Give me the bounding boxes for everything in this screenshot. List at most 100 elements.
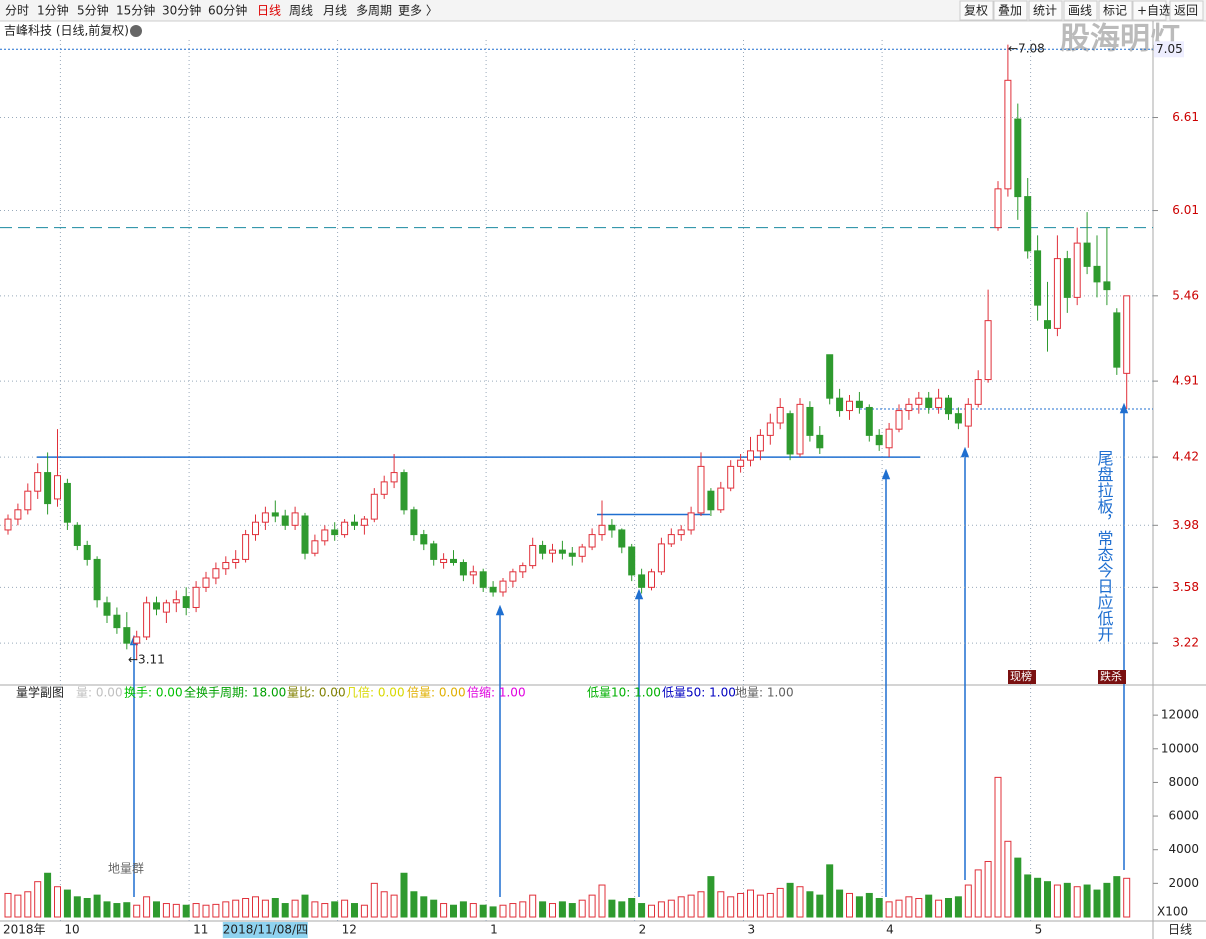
toolbar-button[interactable]: +自选 (1137, 4, 1171, 18)
candle-body (54, 475, 61, 500)
volume-bar (63, 889, 71, 918)
candle-body (331, 529, 339, 536)
volume-bar (271, 897, 279, 918)
toolbar-button-bg (959, 0, 994, 21)
toolbar-tab[interactable]: 30分钟 (162, 3, 201, 18)
candle-body (360, 518, 368, 526)
candle-body (103, 602, 111, 616)
volume-bar (954, 896, 962, 918)
volume-bar (133, 904, 141, 918)
candle-body (261, 512, 269, 523)
candle-body (1123, 295, 1131, 374)
volume-bar (519, 901, 527, 918)
candle-body (776, 406, 784, 424)
candle-body (24, 490, 32, 511)
candle-body (63, 482, 71, 523)
x-tick-label: 10 (64, 923, 79, 937)
volume-bar (509, 903, 517, 918)
volume-bar (1113, 876, 1121, 918)
volume-bar (608, 899, 616, 918)
candle-body (1083, 242, 1091, 267)
toolbar-tab[interactable]: 15分钟 (116, 3, 155, 18)
candle-body (123, 627, 131, 644)
volume-bar (83, 897, 91, 918)
volume-bar (252, 896, 259, 918)
volume-bar (578, 899, 586, 918)
toolbar-button[interactable]: 画线 (1068, 4, 1092, 18)
candle-body (222, 562, 230, 570)
candle-body (420, 534, 428, 545)
unit-label: X100 (1157, 905, 1188, 919)
candle-body (489, 586, 497, 593)
candle-body (509, 571, 517, 582)
toolbar-tab[interactable]: 更多 〉 (398, 4, 438, 18)
candle-body (351, 521, 358, 526)
volume-bar (331, 901, 339, 918)
toolbar-tab[interactable]: 月线 (323, 4, 347, 18)
toolbar-tab[interactable]: 5分钟 (77, 3, 109, 18)
candle-body (984, 320, 992, 381)
candle-body (34, 472, 42, 492)
badge: 现榜 (1010, 669, 1032, 683)
candle-body (667, 534, 675, 545)
volume-bar (281, 903, 289, 918)
volume-bar (687, 894, 695, 918)
candle-body (143, 602, 151, 638)
candle-body (935, 397, 943, 408)
toolbar-button[interactable]: 统计 (1033, 4, 1057, 18)
volume-bar (657, 901, 665, 918)
candle-body (786, 413, 794, 455)
toolbar-tab[interactable]: 日线 (257, 4, 281, 18)
arrows (129, 402, 1129, 897)
volume-bar (836, 889, 844, 918)
toolbar-tab[interactable]: 分时 (5, 4, 29, 18)
toolbar-button[interactable]: 叠加 (998, 4, 1022, 18)
candle-body (440, 558, 448, 564)
candle-body (321, 529, 329, 542)
volume-bar (34, 881, 42, 918)
volume-bar (54, 886, 61, 918)
toolbar-button[interactable]: 复权 (964, 4, 988, 18)
volume-bar (707, 876, 715, 918)
toolbar-button-bg (1132, 0, 1167, 21)
volume-bar (1063, 882, 1071, 918)
volume-bar (776, 887, 784, 918)
ground-annotation: 地量群 (108, 862, 144, 876)
volume-bar (242, 897, 250, 918)
volume-bar (103, 901, 111, 918)
candle-body (1044, 320, 1051, 329)
x-tick-label: 12 (342, 923, 357, 937)
y-tick-label: 6000 (1168, 809, 1199, 823)
toolbar-tab[interactable]: 1分钟 (37, 3, 69, 18)
volume-bar (212, 903, 220, 918)
candle-body (954, 413, 962, 424)
candle-body (598, 524, 606, 536)
x-tick-label: 2018/11/08/四 (223, 923, 308, 937)
title-dropdown[interactable] (130, 25, 142, 37)
volume-bar (162, 903, 170, 918)
candle-body (816, 434, 824, 449)
toolbar-tab[interactable]: 60分钟 (208, 3, 247, 18)
candle-body (311, 540, 319, 554)
toolbar-tab[interactable]: 多周期 (356, 4, 392, 18)
legend-item: 倍缩: 1.00 (467, 685, 526, 700)
volume-bar (341, 899, 349, 918)
toolbar-tab[interactable]: 周线 (289, 4, 313, 18)
volume-bar (549, 903, 556, 918)
legend-item: 量: 0.00 (76, 686, 123, 700)
volume-bar (945, 897, 952, 918)
candle-body (1024, 196, 1032, 252)
volume-bar (816, 894, 824, 918)
candle-body (1014, 118, 1022, 198)
candle-body (1034, 250, 1042, 306)
candle-body (1063, 258, 1071, 298)
volume-bar (380, 891, 388, 918)
y-tick-label: 10000 (1161, 741, 1199, 755)
candle-body (707, 490, 715, 511)
y-tick-label: 3.58 (1172, 580, 1199, 594)
toolbar-button[interactable]: 返回 (1174, 4, 1198, 18)
volume-bar (202, 904, 210, 918)
candle-body (370, 493, 378, 520)
toolbar-button[interactable]: 标记 (1103, 4, 1127, 18)
